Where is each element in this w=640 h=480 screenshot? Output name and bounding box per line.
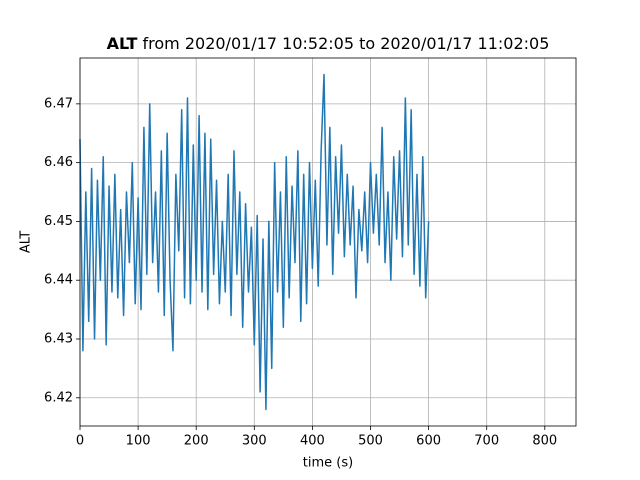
x-tick-label: 0 [76, 434, 84, 449]
y-tick-label: 6.46 [44, 155, 73, 170]
x-tick-label: 100 [126, 434, 151, 449]
x-tick-label: 500 [358, 434, 383, 449]
plot-frame [79, 57, 577, 427]
x-tick-label: 200 [184, 434, 209, 449]
y-tick-label: 6.43 [44, 331, 73, 346]
data-line [79, 73, 430, 411]
x-tick-label: 400 [300, 434, 325, 449]
x-tick-label: 300 [242, 434, 267, 449]
y-tick-label: 6.47 [44, 96, 73, 111]
y-tick-label: 6.42 [44, 390, 73, 405]
y-tick-label: 6.45 [44, 214, 73, 229]
chart-title: ALT from 2020/01/17 10:52:05 to 2020/01/… [107, 34, 550, 53]
y-axis-label: ALT [19, 231, 34, 253]
x-tick-label: 600 [416, 434, 441, 449]
x-tick-label: 800 [532, 434, 557, 449]
title-text: from 2020/01/17 10:52:05 to 2020/01/17 1… [143, 34, 550, 53]
title-variable: ALT [107, 34, 138, 53]
x-axis-label: time (s) [303, 456, 353, 471]
x-tick-label: 700 [474, 434, 499, 449]
y-tick-label: 6.44 [44, 273, 73, 288]
